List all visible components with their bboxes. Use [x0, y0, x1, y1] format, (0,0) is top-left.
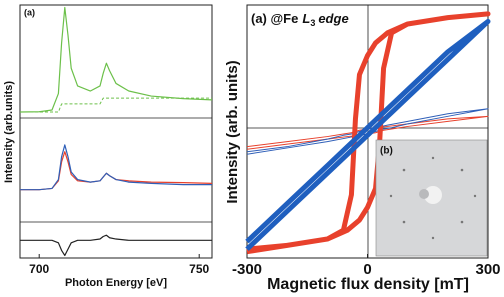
y-axis-label: Intensity (arb.units): [3, 81, 15, 183]
series-line: [20, 152, 212, 190]
x-axis-label: Magnetic flux density [mT]: [267, 276, 469, 293]
x-axis-label: Photon Energy [eV]: [65, 277, 167, 289]
series-line: [20, 235, 212, 255]
x-tick-label: 300: [475, 261, 500, 278]
left-frame: [20, 5, 212, 258]
inset-label: (b): [380, 146, 393, 157]
x-tick-label: -300: [232, 261, 262, 278]
x-tick-label: 700: [29, 262, 49, 276]
x-tick-label: 750: [189, 262, 209, 276]
y-axis-label: Intensity (arb. units): [224, 60, 241, 203]
panel-label: (a): [24, 7, 35, 17]
x-tick-label: 0: [363, 261, 371, 278]
inset-image: [376, 140, 487, 256]
series-line: [20, 8, 212, 112]
figure: (a) Photon Energy [eV] Intensity (arb.un…: [0, 0, 504, 297]
